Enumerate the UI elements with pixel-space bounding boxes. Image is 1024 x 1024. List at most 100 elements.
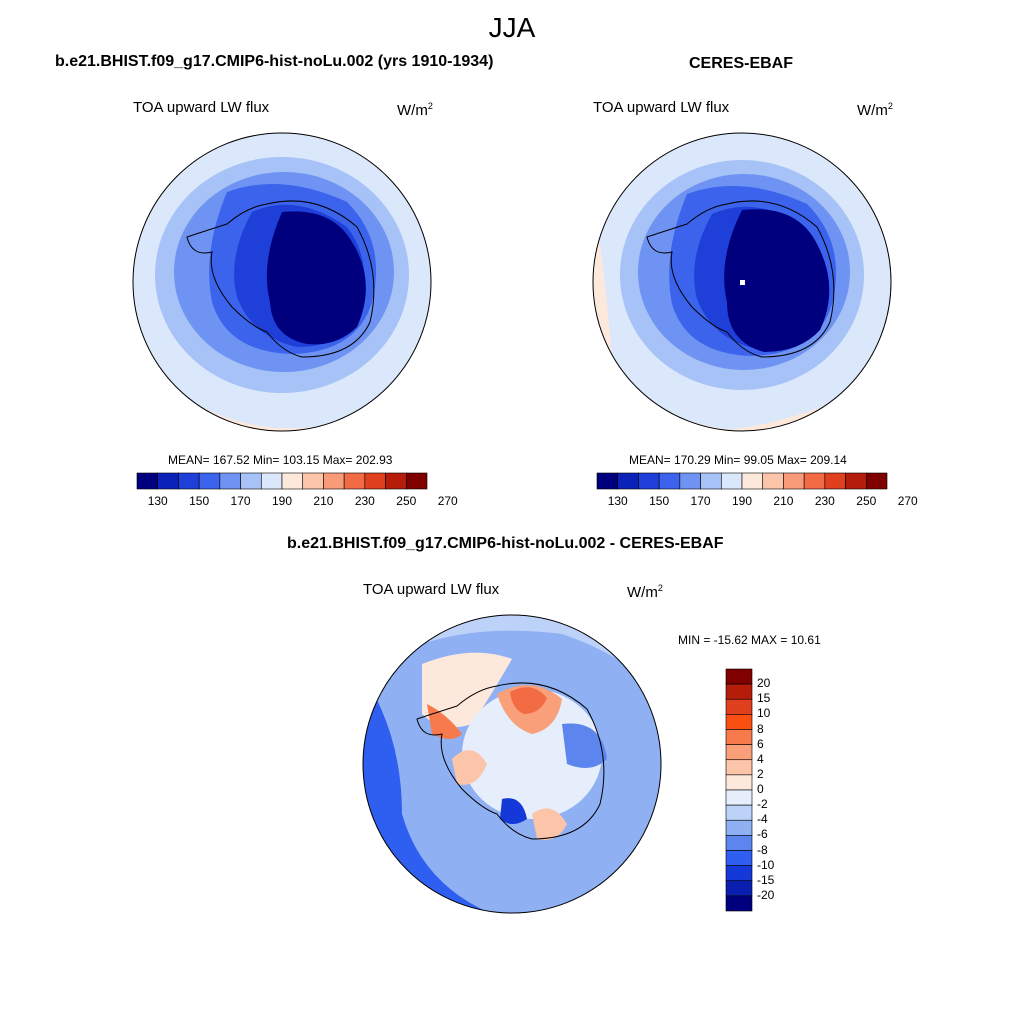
panel-3-colorbar-box	[725, 850, 753, 866]
panel-3-negative-east	[562, 723, 607, 768]
panel-2-colorbar-box	[741, 472, 764, 490]
panel-1-colorbar-tick-label: 170	[230, 494, 251, 508]
panel-3-negative-south	[500, 798, 527, 824]
panel-2-colorbar-tick-label: 250	[856, 494, 877, 508]
panel-3-colorbar-box	[725, 819, 753, 836]
panel-1-colorbar-box	[219, 472, 241, 490]
panel-3-colorbar-box	[725, 698, 753, 715]
panel-3-colorbar-tick-label: 10	[757, 706, 771, 721]
panel-3-colorbar-tick-label: -6	[757, 827, 768, 842]
panel-1-colorbar-box	[157, 472, 179, 490]
panel-1-colorbar-box	[405, 472, 428, 490]
panel-2-colorbar-tick-label: 270	[897, 494, 918, 508]
panel-1-colorbar-box	[178, 472, 200, 490]
panel-1-colorbar-box	[198, 472, 221, 490]
panel-3-colorbar-box	[725, 683, 753, 700]
panel-2-polar-map	[592, 132, 892, 432]
panel-3-colorbar-box	[725, 714, 753, 730]
panel-1-variable-label: TOA upward LW flux	[133, 99, 270, 116]
panel-2-map-border	[592, 132, 892, 432]
panel-1-colorbar-box	[364, 472, 386, 490]
panel-1-colorbar-box	[240, 472, 262, 490]
panel-3-positive-peninsula	[422, 652, 512, 728]
panel-3-colorbar-tick-label: -8	[757, 842, 768, 857]
panel-2-colorbar-tick-label: 230	[814, 494, 835, 508]
panel-1-colorbar	[136, 472, 428, 490]
panel-3-colorbar-box	[725, 789, 753, 806]
panel-1-colorbar-box	[343, 472, 366, 490]
panel-3-colorbar-box	[725, 895, 753, 912]
panel-2-colorbar-tick-label: 150	[649, 494, 670, 508]
panel-2-colorbar-box	[845, 472, 867, 490]
panel-2-colorbar-box	[596, 472, 619, 490]
panel-1-antarctica-coastline	[186, 200, 375, 358]
panel-3-colorbar-tick-label: 15	[757, 691, 771, 706]
panel-2-stats: MEAN= 170.29 Min= 99.05 Max= 209.14	[629, 453, 847, 467]
panel-2-plateau	[724, 209, 830, 352]
panel-2-colorbar	[596, 472, 888, 490]
panel-3-title: b.e21.BHIST.f09_g17.CMIP6-hist-noLu.002 …	[287, 535, 724, 552]
panel-3-polar-map	[362, 614, 662, 914]
panel-2-title: CERES-EBAF	[689, 55, 794, 72]
panel-1-colorbar-tick-label: 130	[147, 494, 168, 508]
panel-2-antarctica-coastline	[646, 200, 835, 358]
panel-1-colorbar-tick-label: 270	[437, 494, 458, 508]
panel-2-colorbar-tick-label: 190	[731, 494, 753, 508]
panel-1-colorbar-tick-label: 150	[189, 494, 210, 508]
panel-2-colorbar-box	[617, 472, 639, 490]
panel-1-map-border	[132, 132, 432, 432]
panel-3-colorbar-box	[725, 835, 753, 851]
panel-3-map-border	[362, 614, 662, 914]
panel-3-colorbar-tick-label: -2	[757, 797, 768, 812]
panel-2-colorbar-box	[865, 472, 888, 490]
panel-3-colorbar-box	[725, 744, 753, 761]
panel-3-colorbar-tick-label: -15	[757, 872, 775, 887]
panel-3-colorbar-tick-label: 4	[757, 751, 764, 766]
panel-3-antarctica-coastline	[416, 682, 605, 840]
panel-3-colorbar-tick-label: 0	[757, 782, 764, 796]
panel-3-colorbar	[725, 668, 753, 912]
panel-3-colorbar-tick-label: 20	[757, 676, 771, 691]
panel-2-colorbar-box	[762, 472, 784, 490]
panel-3-continent-neutral	[462, 689, 602, 819]
panel-2-colorbar-tick-label: 170	[690, 494, 711, 508]
panel-3-variable-label: TOA upward LW flux	[363, 581, 500, 598]
figure-title: JJA	[488, 12, 536, 43]
panel-1-colorbar-tick-label: 190	[271, 494, 293, 508]
panel-1-title: b.e21.BHIST.f09_g17.CMIP6-hist-noLu.002 …	[55, 53, 494, 70]
panel-2-missing-cell	[740, 280, 745, 285]
panel-1-plateau	[266, 211, 366, 345]
panel-3-colorbar-tick-label: -10	[757, 857, 775, 872]
panel-3-units-label: W/m2	[627, 583, 663, 601]
panel-3-positive-south	[532, 808, 567, 840]
panel-2-colorbar-box	[679, 472, 701, 490]
panel-1-polar-map	[132, 132, 432, 432]
panel-1-colorbar-box	[136, 472, 159, 490]
panel-2-colorbar-box	[638, 472, 660, 490]
panel-3-colorbar-tick-label: 2	[757, 766, 764, 781]
panel-3-colorbar-tick-label: 6	[757, 736, 764, 751]
panel-3-colorbar-ticks: 20 15 10 8 6 4 2 0 -2 -4 -6 -8 -10 -15 -20	[757, 669, 797, 911]
panel-3-colorbar-box	[725, 729, 753, 745]
panel-3-negative-west	[363, 674, 492, 913]
panel-3-colorbar-box	[725, 759, 753, 776]
panel-2-colorbar-tick-label: 130	[607, 494, 628, 508]
panel-1-colorbar-box	[281, 472, 304, 490]
panel-1-colorbar-box	[385, 472, 407, 490]
panel-2-units-label: W/m2	[857, 101, 893, 119]
panel-1-colorbar-tick-label: 230	[354, 494, 375, 508]
panel-2-colorbar-tick-label: 210	[773, 494, 794, 508]
panel-3-colorbar-tick-label: 8	[757, 721, 764, 736]
panel-3-colorbar-box	[725, 774, 753, 791]
panel-3-colorbar-box	[725, 880, 753, 897]
panel-3-positive-core	[510, 687, 547, 714]
panel-3-colorbar-tick-label: -20	[757, 887, 775, 902]
panel-1-colorbar-box	[302, 472, 324, 490]
panel-2-variable-label: TOA upward LW flux	[593, 99, 730, 116]
panel-2-colorbar-ticks: 130 150 170 190 210 230 250 270	[597, 494, 918, 510]
panel-2-colorbar-box	[824, 472, 846, 490]
panel-1-colorbar-ticks: 130 150 170 190 210 230 250 270	[137, 494, 458, 510]
panel-2-colorbar-box	[720, 472, 743, 490]
panel-3-colorbar-box	[725, 865, 753, 882]
panel-2-colorbar-box	[658, 472, 681, 490]
